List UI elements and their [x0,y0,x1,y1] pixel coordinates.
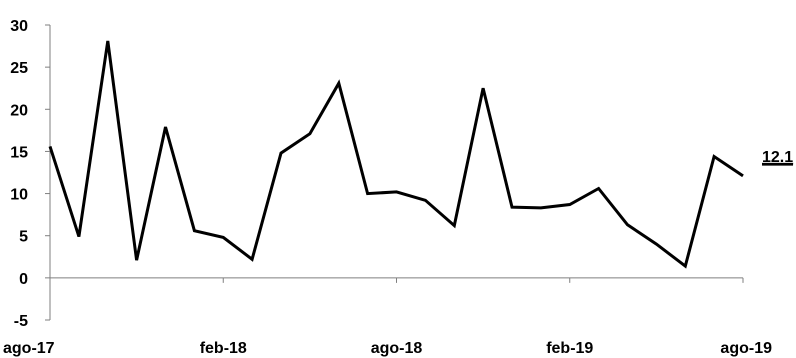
y-tick-label: 30 [10,18,28,35]
end-value-label: 12.1 [762,149,793,166]
y-axis: -5 0 5 10 15 20 25 30 [10,18,51,330]
x-axis: ago-17 feb-18 ago-18 feb-19 ago-19 [3,277,772,357]
x-tick-label: ago-17 [3,340,55,357]
y-tick-label: 5 [19,229,28,246]
x-tick-label: feb-19 [546,340,593,357]
series-group [48,40,744,269]
y-tick-label: 0 [19,271,28,288]
y-tick-label: 25 [10,60,28,77]
x-tick-label: ago-19 [720,340,772,357]
x-tick-label: ago-18 [371,340,423,357]
x-tick-label: feb-18 [200,340,247,357]
y-tick-label: 10 [10,187,28,204]
series-line [48,40,744,269]
y-tick-label: 15 [10,144,28,161]
y-tick-label: -5 [14,313,28,330]
y-tick-label: 20 [10,102,28,119]
end-label-group: 12.1 [762,149,793,166]
